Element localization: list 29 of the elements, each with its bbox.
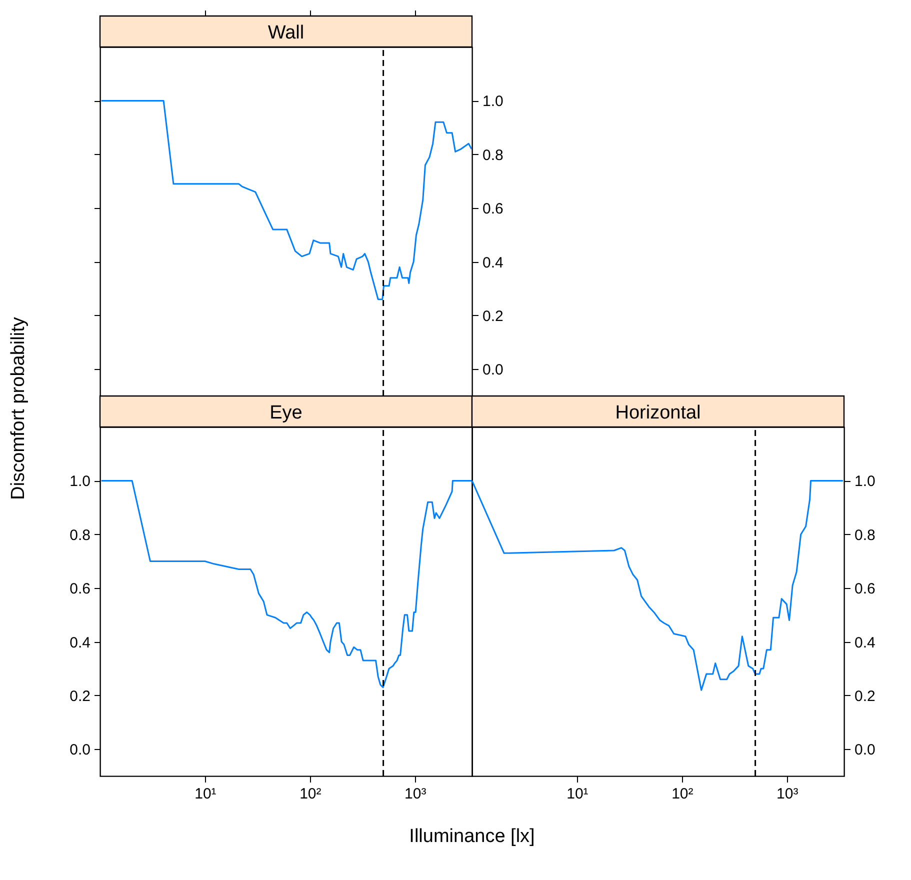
y-tick-label: 0.8 [482, 146, 504, 164]
chart-title: Wall [268, 22, 304, 44]
y-tick-label: 1.0 [482, 93, 504, 110]
x-tick-label: 10² [300, 786, 322, 802]
x-tick-label: 10³ [776, 786, 798, 802]
y-tick-label: 0.0 [482, 362, 504, 379]
y-tick-label: 1.0 [854, 473, 876, 490]
y-tick-label: 0.6 [482, 200, 504, 218]
y-tick-label: 0.0 [70, 742, 90, 759]
y-tick-label: 0.4 [70, 634, 90, 652]
y-tick-label: 1.0 [70, 473, 90, 490]
y-tick-label: 0.2 [854, 688, 876, 705]
y-tick-label: 0.4 [482, 254, 504, 272]
y-tick-label: 0.8 [70, 526, 90, 544]
x-tick-label: 10¹ [566, 786, 588, 802]
y-axis-title: Discomfort probability [8, 316, 29, 500]
y-tick-label: 0.2 [70, 688, 90, 705]
x-axis-title: Illuminance [lx] [409, 826, 535, 847]
y-tick-label: 0.8 [854, 526, 876, 544]
x-tick-label: 10³ [404, 786, 426, 802]
chart-title: Eye [270, 402, 302, 424]
chart-title: Horizontal [615, 402, 701, 424]
y-tick-label: 0.2 [482, 308, 504, 325]
x-tick-label: 10² [672, 786, 694, 802]
y-tick-label: 0.6 [70, 580, 90, 598]
y-tick-label: 0.4 [854, 634, 876, 652]
y-tick-label: 0.6 [854, 580, 876, 598]
x-tick-label: 10¹ [194, 786, 216, 802]
y-tick-label: 0.0 [854, 742, 876, 759]
